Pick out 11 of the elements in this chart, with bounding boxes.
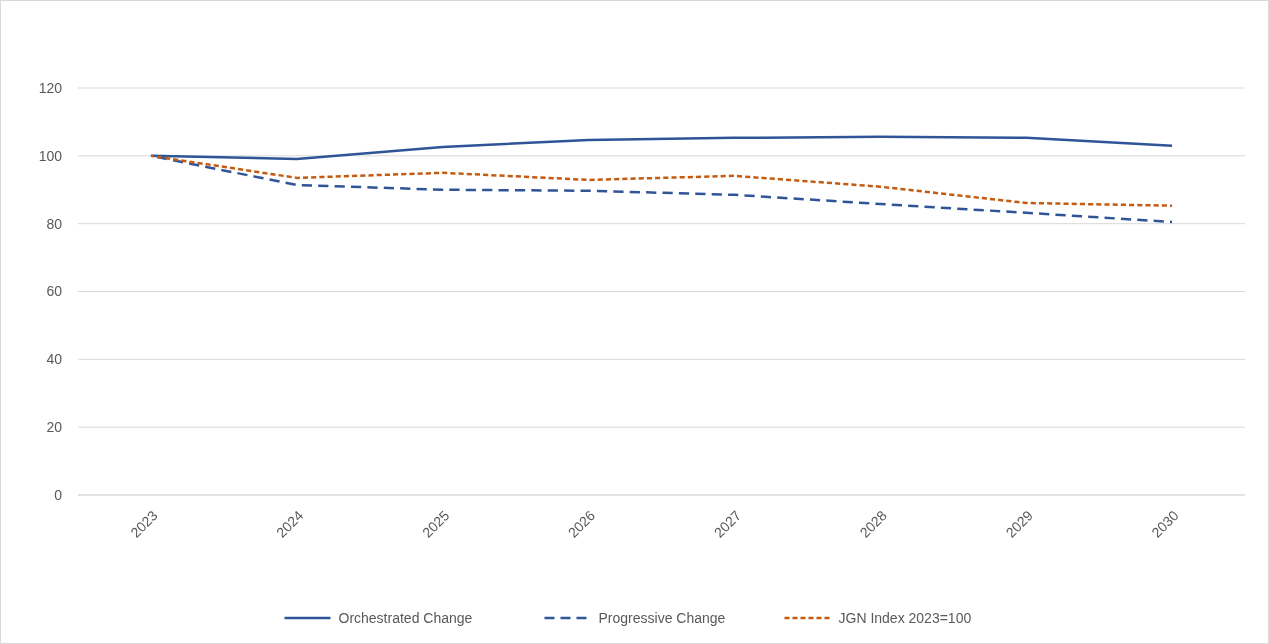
line-series	[149, 154, 1174, 207]
legend-label: Orchestrated Change	[338, 609, 473, 626]
y-tick-label: 40	[46, 351, 63, 368]
y-tick-label: 100	[38, 147, 63, 164]
y-tick-label: 80	[46, 215, 63, 232]
legend-label: Progressive Change	[598, 609, 726, 626]
y-tick-label: 0	[54, 486, 63, 503]
y-tick-label: 60	[46, 283, 63, 300]
legend-label: JGN Index 2023=100	[838, 609, 972, 626]
y-tick-label: 120	[38, 79, 63, 96]
y-tick-label: 20	[46, 419, 63, 436]
